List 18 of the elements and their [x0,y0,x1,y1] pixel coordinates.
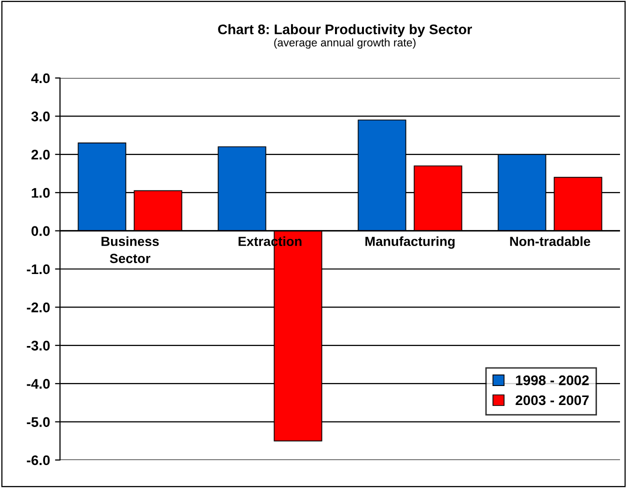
y-tick-label: -2.0 [26,302,50,312]
y-tick-label: 3.0 [31,112,50,122]
y-tick-label: -5.0 [26,417,50,427]
x-tick-label: Non-tradable [510,236,590,246]
y-tick-label: -1.0 [26,264,50,274]
y-tick-label: 1.0 [32,188,50,198]
y-tick-label: 4.0 [31,73,50,84]
y-tick-label: 2.0 [31,150,50,160]
y-tick-label: 0.0 [32,226,50,236]
legend-label: 1998 - 2002 [516,375,589,386]
y-tick-label: -4.0 [26,378,50,389]
legend-label: 2003 - 2007 [516,395,589,406]
y-tick-label: -6.0 [26,455,50,466]
chart-subtitle: (average annual growth rate) [274,38,416,49]
x-tick-label: Business Sector [102,236,159,264]
chart-title: Chart 8: Labour Productivity by Sector [218,24,472,38]
x-tick-label: Manufacturing [365,236,455,249]
y-tick-label: -3.0 [26,340,50,351]
